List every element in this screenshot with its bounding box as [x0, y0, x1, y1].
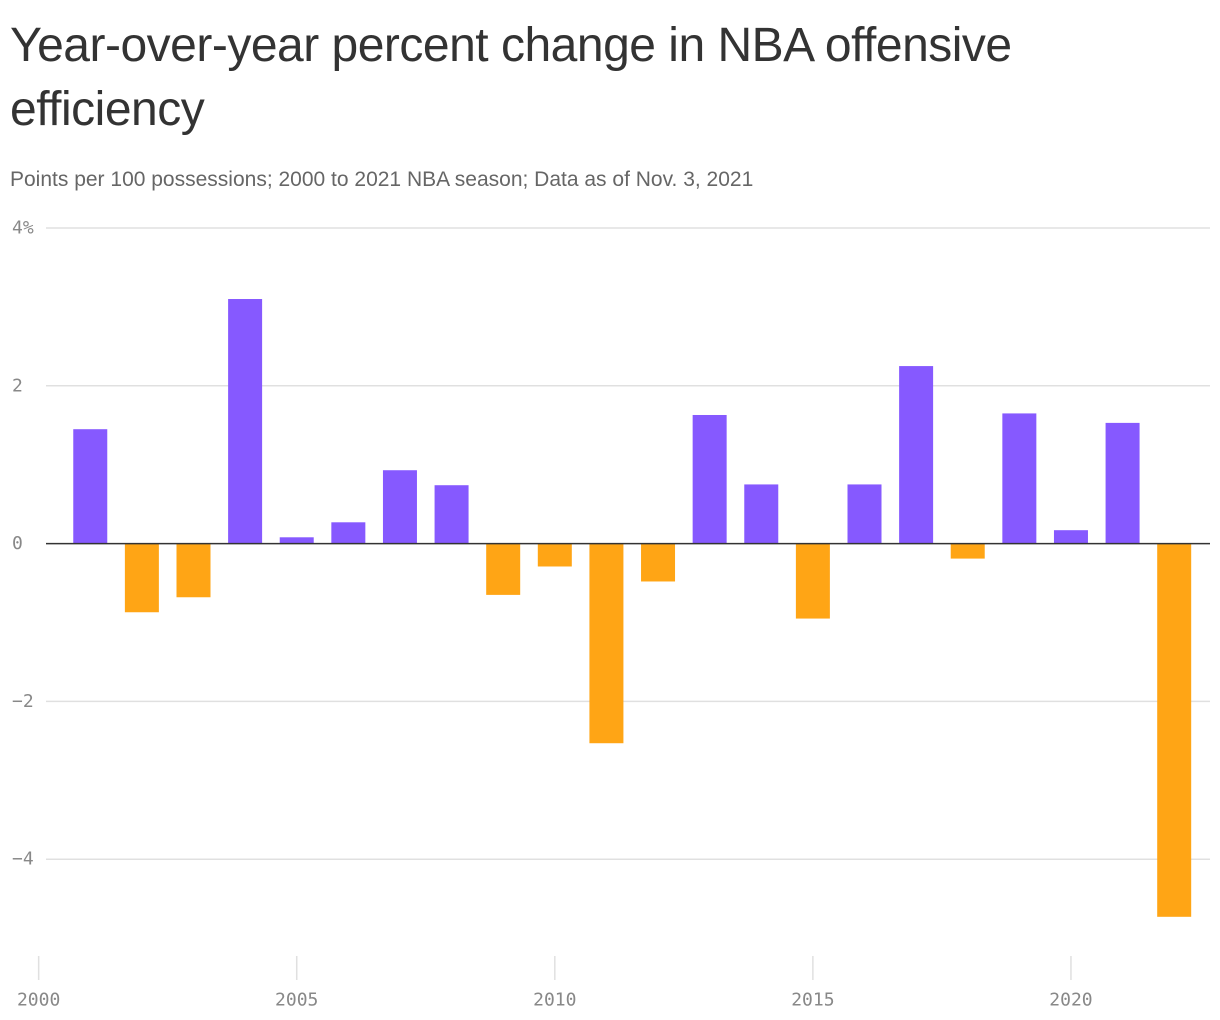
bar-2022 — [1157, 543, 1192, 917]
bar-2005 — [279, 537, 314, 544]
y-tick-label: −2 — [12, 691, 34, 712]
bar-2009 — [486, 543, 521, 595]
bars — [73, 299, 1192, 917]
bar-2006 — [331, 522, 366, 544]
y-tick-label: 0 — [12, 533, 23, 554]
x-tick-label: 2005 — [275, 990, 318, 1011]
y-tick-label: −4 — [12, 849, 34, 870]
y-tick-label: 4% — [12, 218, 34, 239]
bar-2013 — [692, 414, 727, 544]
x-axis-ticks: 2000 2005 2010 2015 2020 — [17, 956, 1093, 1011]
chart-subtitle: Points per 100 possessions; 2000 to 2021… — [10, 168, 754, 191]
bar-2018 — [950, 543, 985, 559]
bar-2002 — [124, 543, 159, 613]
bar-2016 — [847, 484, 882, 544]
bar-2020 — [1053, 530, 1088, 544]
bar-2015 — [795, 543, 830, 619]
x-tick-label: 2010 — [533, 990, 576, 1011]
x-tick-label: 2000 — [17, 990, 60, 1011]
bar-2012 — [641, 543, 676, 582]
y-tick-label: 2 — [12, 375, 23, 396]
bar-2014 — [744, 484, 779, 544]
bar-2010 — [537, 543, 572, 567]
bar-2017 — [899, 366, 934, 544]
bar-2011 — [589, 543, 624, 744]
bar-2001 — [73, 429, 108, 544]
bar-2019 — [1002, 413, 1037, 544]
bar-2007 — [382, 470, 417, 544]
chart-title: Year-over-year percent change in NBA off… — [10, 19, 1012, 136]
bar-2021 — [1105, 422, 1140, 544]
bar-2008 — [434, 485, 469, 544]
y-axis-ticks: 4% 2 0 −2 −4 — [12, 218, 34, 870]
x-tick-label: 2020 — [1049, 990, 1092, 1011]
bar-2004 — [228, 299, 263, 544]
x-tick-label: 2015 — [791, 990, 834, 1011]
bar-2003 — [176, 543, 211, 598]
